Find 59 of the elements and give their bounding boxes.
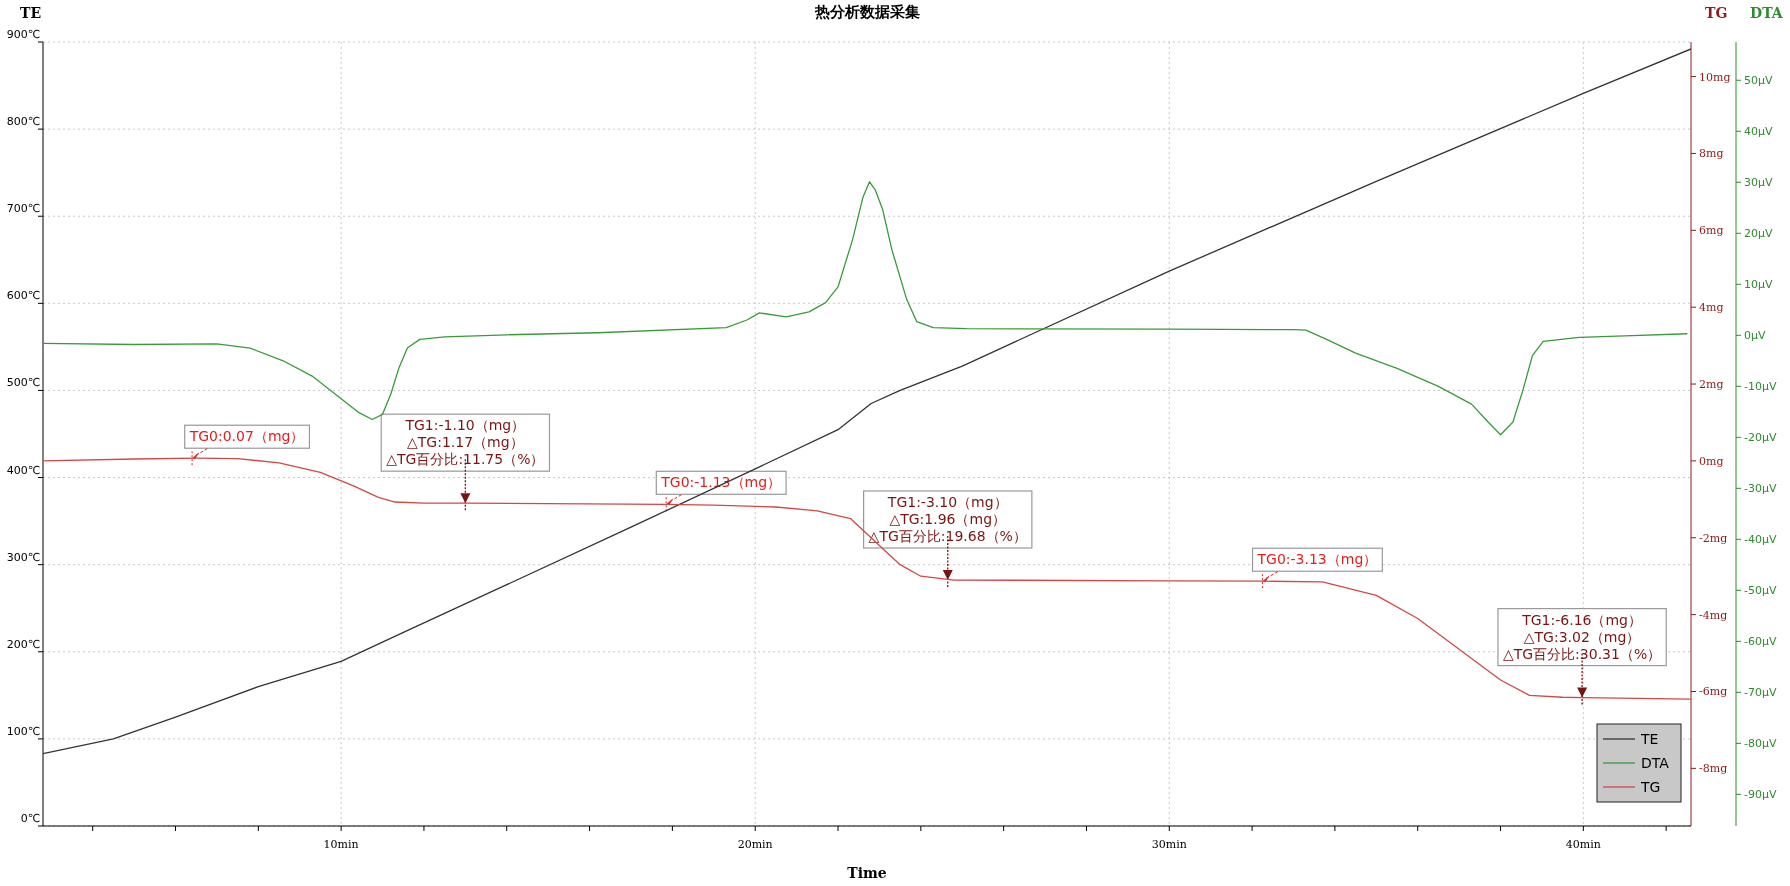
x-tick-label: 20min [737, 838, 773, 851]
annotation: TG1:-1.10（mg） △TG:1.17（mg） △TG百分比:11.75（%） [386, 417, 545, 468]
y3-tick-label: -50μV [1744, 584, 1777, 598]
y-tick-label: 0℃ [20, 812, 40, 825]
y2-tick-label: 10mg [1699, 70, 1731, 84]
y-tick-label: 300℃ [6, 550, 40, 564]
y3-tick-label: 0μV [1744, 329, 1766, 343]
y3-tick-label: 40μV [1744, 125, 1773, 139]
y2-axis-title: TG [1705, 5, 1728, 21]
y2-tick-label: 2mg [1699, 378, 1724, 392]
y3-tick-label: 50μV [1744, 74, 1773, 88]
y-tick-label: 800℃ [6, 115, 40, 129]
annotation: TG1:-3.10（mg） △TG:1.96（mg） △TG百分比:19.68（%） [863, 490, 1033, 589]
y-axis-title: TE [20, 5, 42, 21]
y-tick-label: 100℃ [6, 724, 40, 738]
annotation: TG1:-6.16（mg） △TG:3.02（mg） △TG百分比:30.31（%） [1502, 611, 1662, 662]
y3-tick-label: -30μV [1744, 482, 1777, 496]
y-tick-label: 200℃ [6, 637, 40, 651]
y-tick-label: 500℃ [6, 376, 40, 390]
x-axis-title: Time [847, 865, 887, 881]
y3-axis-title: DTA [1750, 5, 1784, 21]
annotation: TG0:0.07（mg） [184, 424, 311, 466]
y2-tick-label: 0mg [1699, 454, 1724, 468]
y2-tick-label: -8mg [1699, 762, 1728, 776]
annotation: TG0:-3.13（mg） [1256, 551, 1378, 568]
x-tick-label: 10min [323, 838, 359, 851]
y2-tick-label: -6mg [1699, 685, 1728, 699]
chart-title: 热分析数据采集 [813, 3, 920, 21]
y-tick-label: 400℃ [6, 463, 40, 477]
x-tick-label: 40min [1565, 838, 1601, 851]
y-tick-label: 900℃ [6, 28, 40, 41]
legend-label: TE [1640, 731, 1659, 747]
y3-tick-label: 20μV [1744, 227, 1773, 241]
legend-label: DTA [1641, 755, 1670, 771]
annotation: TG1:-6.16（mg） △TG:3.02（mg） △TG百分比:30.31（%） [1497, 608, 1667, 707]
y2-tick-label: 8mg [1699, 147, 1724, 161]
annotation: TG0:-3.13（mg） [1251, 547, 1383, 589]
annotation: TG0:-1.13（mg） [655, 470, 787, 512]
annotation: TG1:-1.10（mg） △TG:1.17（mg） △TG百分比:11.75（%） [380, 413, 551, 512]
y3-tick-label: -70μV [1744, 686, 1777, 700]
y2-tick-label: 6mg [1699, 224, 1724, 238]
y3-tick-label: -10μV [1744, 380, 1777, 394]
y3-tick-label: -90μV [1744, 788, 1777, 802]
y2-tick-label: 4mg [1699, 301, 1724, 315]
y3-tick-label: -40μV [1744, 533, 1777, 547]
y3-tick-label: -60μV [1744, 635, 1777, 649]
x-tick-label: 30min [1151, 838, 1187, 851]
annotation: TG0:0.07（mg） [188, 428, 305, 445]
annotation: TG0:-1.13（mg） [660, 474, 782, 491]
y2-tick-label: -2mg [1699, 531, 1728, 545]
y3-tick-label: -80μV [1744, 737, 1777, 751]
y-tick-label: 700℃ [6, 202, 40, 216]
y-tick-label: 600℃ [6, 289, 40, 303]
y3-tick-label: 30μV [1744, 176, 1773, 190]
y3-tick-label: -20μV [1744, 431, 1777, 445]
y2-tick-label: -4mg [1699, 608, 1728, 622]
legend-label: TG [1640, 779, 1661, 795]
annotation: TG1:-3.10（mg） △TG:1.96（mg） △TG百分比:19.68（%） [868, 494, 1027, 544]
y3-tick-label: 10μV [1744, 278, 1773, 292]
